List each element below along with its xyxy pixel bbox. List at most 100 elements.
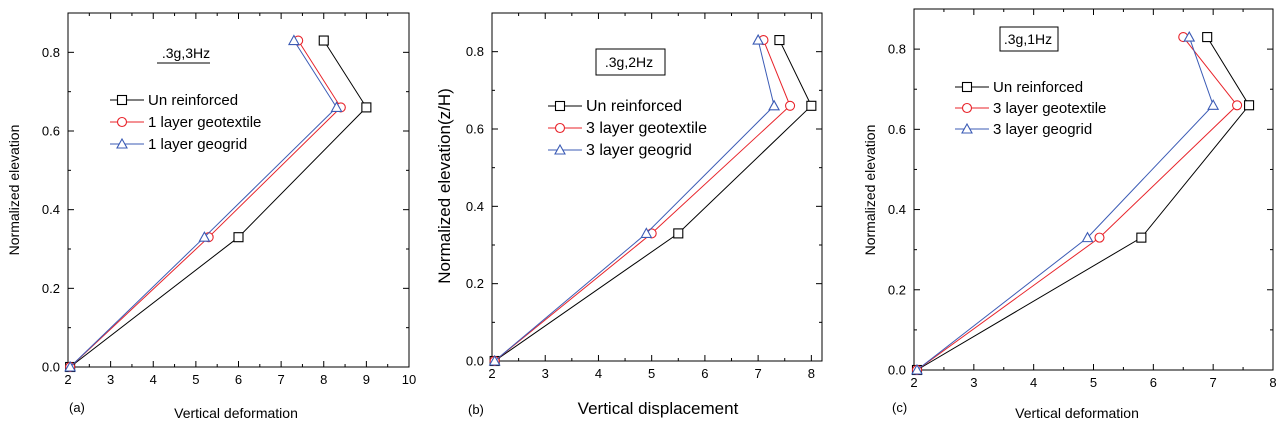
chart-panel-2: 2 3 4 5 6 7 8 0.0 0.2 0.4 0.6 0.8 Vertical displacem… xyxy=(435,12,823,418)
y-tick-label: 0.6 xyxy=(888,122,906,137)
y-tick-label: 0.0 xyxy=(466,354,484,369)
x-tick-label: 4 xyxy=(150,372,157,387)
legend-label: Un reinforced xyxy=(148,92,238,109)
data-point xyxy=(774,35,785,46)
data-point xyxy=(64,360,77,372)
series-line xyxy=(916,36,1238,371)
y-tick-label: 0.6 xyxy=(42,124,60,139)
x-tick-label: 3 xyxy=(107,372,114,387)
legend-label: 1 layer geogrid xyxy=(148,136,247,153)
y-axis-title: Normalized elevation xyxy=(6,125,22,256)
y-tick-label: 0.2 xyxy=(888,282,906,297)
x-axis-title: Vertical deformation xyxy=(174,405,298,421)
x-tick-label: 2 xyxy=(910,375,917,390)
data-point xyxy=(1081,231,1094,243)
data-point xyxy=(1202,32,1213,43)
data-point xyxy=(1244,100,1255,111)
x-tick-label: 8 xyxy=(320,372,327,387)
y-axis-title: Normalized elevation xyxy=(862,125,878,256)
legend-marker xyxy=(961,81,973,93)
x-tick-label: 5 xyxy=(192,372,199,387)
x-tick-label: 2 xyxy=(64,372,71,387)
plot-frame xyxy=(491,12,823,362)
x-axis-title: Vertical displacement xyxy=(578,399,739,418)
data-point xyxy=(911,363,923,375)
x-tick-label: 3 xyxy=(970,375,977,390)
y-tick-label: 0.2 xyxy=(42,281,60,296)
x-tick-label: 10 xyxy=(402,372,416,387)
panel-letter: (a) xyxy=(69,400,85,415)
panel-letter: (b) xyxy=(468,402,484,417)
y-tick-label: 0.0 xyxy=(888,363,906,378)
legend-label: 3 layer geotextile xyxy=(993,100,1106,117)
legend-label: 3 layer geogrid xyxy=(993,121,1092,138)
series-line xyxy=(494,39,812,362)
x-tick-label: 7 xyxy=(1210,375,1217,390)
x-tick-label: 5 xyxy=(648,366,655,381)
data-point xyxy=(287,34,300,46)
data-point xyxy=(806,100,817,111)
x-tick-label: 3 xyxy=(542,366,549,381)
data-point xyxy=(361,102,372,113)
x-tick-label: 6 xyxy=(1150,375,1157,390)
series-line xyxy=(916,36,1250,371)
data-point xyxy=(1207,99,1220,110)
y-tick-label: 0.6 xyxy=(466,122,484,137)
test-condition-label: .3g,3Hz xyxy=(162,45,210,61)
data-point xyxy=(488,354,501,366)
data-point xyxy=(768,99,781,111)
legend-marker xyxy=(116,94,128,106)
panel-letter: (c) xyxy=(892,400,907,415)
data-point xyxy=(233,232,244,243)
legend-label: Un reinforced xyxy=(993,79,1083,96)
series-line xyxy=(69,40,342,368)
x-tick-label: 8 xyxy=(1269,375,1276,390)
legend-marker xyxy=(554,143,566,155)
x-tick-label: 9 xyxy=(363,372,370,387)
legend-marker xyxy=(554,122,566,134)
plot-frame xyxy=(913,8,1274,371)
data-point xyxy=(1136,232,1147,243)
x-tick-label: 5 xyxy=(1090,375,1097,390)
data-point xyxy=(673,228,684,239)
data-point xyxy=(640,227,653,238)
legend: Un reinforced 3 layer geotextile 3 layer g… xyxy=(955,79,1106,138)
x-tick-label: 7 xyxy=(278,372,285,387)
x-tick-label: 8 xyxy=(808,366,815,381)
x-tick-label: 6 xyxy=(701,366,708,381)
data-point xyxy=(1094,232,1105,243)
y-axis-title: Normalized elevation(z/H) xyxy=(435,88,454,284)
series-line xyxy=(69,40,338,368)
series-line xyxy=(916,36,1214,371)
data-point xyxy=(1232,100,1243,111)
chart-panel-3: 2 3 4 5 6 7 8 0.0 0.2 0.4 0.6 0.8 Vertical deformati… xyxy=(862,8,1277,421)
data-point xyxy=(1183,30,1196,42)
y-tick-label: 0.8 xyxy=(466,44,484,59)
y-tick-label: 0.4 xyxy=(466,199,484,214)
y-tick-label: 0.0 xyxy=(42,360,60,375)
data-point xyxy=(198,231,211,242)
legend: Un reinforced 3 layer geotextile 3 layer g… xyxy=(548,98,707,159)
series-line xyxy=(494,39,791,362)
series-line xyxy=(494,39,775,362)
y-tick-label: 0.8 xyxy=(42,45,60,60)
annotation-box xyxy=(999,26,1059,52)
test-condition-label: .3g,2Hz xyxy=(605,54,653,70)
legend-marker xyxy=(116,116,128,128)
x-tick-label: 4 xyxy=(595,366,602,381)
chart-panel-1: 2 3 4 5 6 7 8 9 10 0.0 0.2 0.4 0.6 0.8 Vertical deform… xyxy=(6,12,416,421)
x-axis-title: Vertical deformation xyxy=(1015,405,1139,421)
x-tick-label: 6 xyxy=(235,372,242,387)
x-tick-label: 4 xyxy=(1030,375,1037,390)
data-point xyxy=(785,100,796,111)
legend-marker xyxy=(961,102,973,114)
x-tick-label: 2 xyxy=(488,366,495,381)
legend-label: 1 layer geotextile xyxy=(148,114,261,131)
legend-marker xyxy=(961,122,973,134)
legend: Un reinforced 1 layer geotextile 1 layer g… xyxy=(110,92,261,153)
data-point xyxy=(330,101,343,112)
y-tick-label: 0.2 xyxy=(466,276,484,291)
y-tick-label: 0.4 xyxy=(888,202,906,217)
annotation-box xyxy=(595,48,666,76)
